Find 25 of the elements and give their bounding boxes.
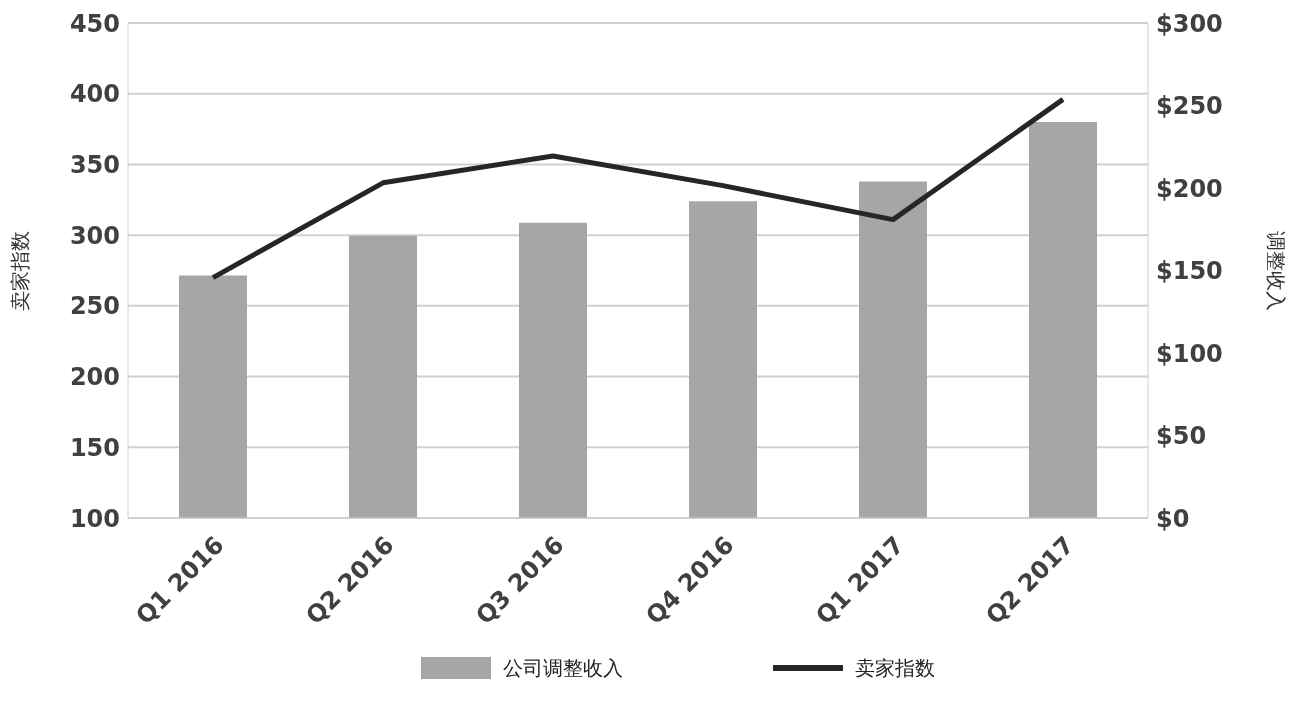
y-tick-label: 100: [69, 504, 120, 533]
y2-tick-label: $200: [1156, 174, 1223, 203]
legend-label: 公司调整收入: [503, 654, 623, 682]
bar: [859, 181, 927, 518]
bar: [519, 222, 587, 518]
bar: [1029, 122, 1097, 518]
bar: [689, 201, 757, 518]
y2-tick-label: $300: [1156, 9, 1223, 38]
y2-tick-label: $150: [1156, 257, 1223, 286]
bar: [349, 235, 417, 518]
y-tick-label: 450: [69, 9, 120, 38]
y-tick-label: 400: [69, 80, 120, 109]
legend-label: 卖家指数: [855, 654, 935, 682]
y-tick-label: 200: [69, 363, 120, 392]
y2-axis-title: 调整收入: [1263, 230, 1288, 311]
y2-tick-label: $250: [1156, 92, 1223, 121]
y2-tick-label: $50: [1156, 422, 1207, 451]
bar: [179, 275, 247, 518]
y2-tick-label: $0: [1156, 504, 1190, 533]
y-tick-label: 150: [69, 433, 120, 462]
y-axis-title: 卖家指数: [8, 230, 33, 311]
y-tick-label: 250: [69, 292, 120, 321]
y-tick-label: 300: [69, 221, 120, 250]
y2-tick-label: $100: [1156, 339, 1223, 368]
y-tick-label: 350: [69, 150, 120, 179]
